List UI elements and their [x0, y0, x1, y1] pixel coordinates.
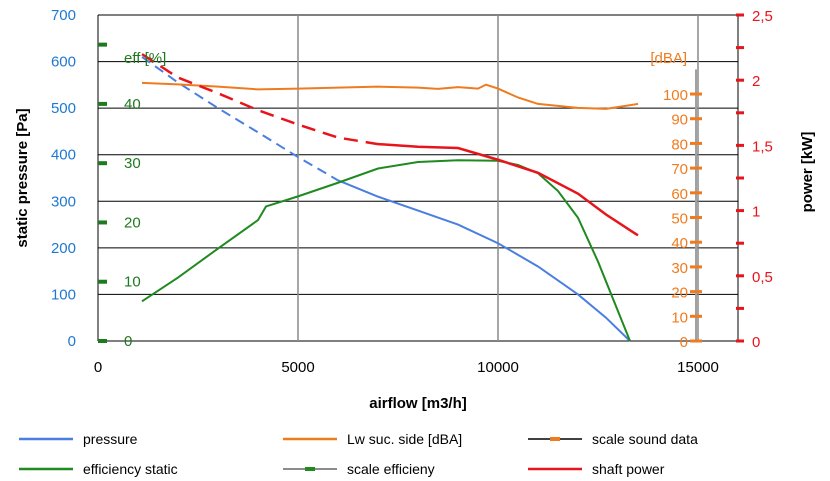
series-line-efficiency-static: [141, 159, 631, 342]
efficiency-tick-label: 0: [124, 333, 132, 350]
legend-label: pressure: [83, 431, 138, 447]
sound-tick-label: 80: [671, 136, 688, 153]
pressure-tick-label: 500: [51, 100, 76, 117]
pressure-tick-label: 600: [51, 54, 76, 71]
sound-scale-marker: [690, 191, 702, 195]
sound-tick-label: 10: [671, 309, 688, 326]
pressure-tick-label: 100: [51, 286, 76, 303]
power-tick-label: 2,5: [752, 8, 773, 25]
power-scale-marker: [736, 111, 744, 115]
series-line-pressure: [337, 179, 631, 342]
efficiency-tick-label: 40: [124, 96, 141, 113]
power-scale-marker: [736, 339, 744, 343]
power-scale-marker: [736, 274, 744, 278]
sound-axis-title: [dBA]: [650, 50, 687, 67]
series-line-shaft-power: [377, 142, 639, 237]
sound-tick-label: 100: [663, 87, 688, 104]
power-scale-marker: [736, 306, 744, 310]
pressure-tick-label: 700: [51, 7, 76, 24]
sound-tick-label: 70: [671, 161, 688, 178]
plot-series: [141, 53, 639, 342]
sound-tick-label: 60: [671, 186, 688, 203]
efficiency-scale-marker: [98, 42, 107, 47]
sound-scale-marker: [690, 166, 702, 170]
efficiency-scale-marker: [98, 220, 107, 225]
sound-scale-marker: [690, 314, 702, 318]
power-tick-label: 1: [752, 204, 760, 221]
power-tick-label: 2: [752, 73, 760, 90]
legend-label: Lw suc. side [dBA]: [347, 431, 462, 447]
power-scale-marker: [736, 209, 744, 213]
efficiency-tick-label: 20: [124, 214, 141, 231]
pressure-tick-label: 200: [51, 240, 76, 257]
efficiency-scale-marker: [98, 101, 107, 106]
right-axis-title: power [kW]: [799, 132, 816, 213]
sound-scale-marker: [690, 290, 702, 294]
sound-tick-label: 20: [671, 285, 688, 302]
x-axis-title: airflow [m3/h]: [369, 395, 467, 412]
power-tick-label: 0,5: [752, 269, 773, 286]
legend-label: efficiency static: [83, 461, 178, 477]
sound-tick-label: 50: [671, 211, 688, 228]
power-scale-marker: [736, 143, 744, 147]
x-tick-label: 5000: [281, 359, 314, 376]
sound-scale-marker: [690, 265, 702, 269]
x-tick-label: 10000: [477, 359, 519, 376]
series-line-shaft-power-dashed: [141, 53, 379, 146]
efficiency-scale-marker: [98, 339, 107, 343]
sound-tick-label: 30: [671, 260, 688, 277]
efficiency-scale-marker: [98, 161, 107, 166]
power-scale-marker: [736, 241, 744, 245]
pressure-tick-label: 300: [51, 193, 76, 210]
efficiency-tick-label: 30: [124, 155, 141, 172]
efficiency-tick-label: 10: [124, 274, 141, 291]
legend-marker: [550, 437, 560, 441]
power-scale-marker: [736, 78, 744, 82]
efficiency-axis-title: eff [%]: [124, 50, 166, 67]
sound-tick-label: 0: [680, 334, 688, 351]
sound-tick-label: 90: [671, 112, 688, 129]
series-line-pressure-dashed: [141, 56, 339, 182]
sound-scale-marker: [690, 216, 702, 220]
sound-tick-label: 40: [671, 235, 688, 252]
legend-label: scale sound data: [592, 431, 698, 447]
legend-marker: [305, 467, 315, 471]
power-scale-marker: [736, 13, 744, 17]
power-scale-marker: [736, 176, 744, 180]
sound-scale-marker: [690, 141, 702, 145]
x-tick-label: 15000: [677, 359, 719, 376]
pressure-tick-label: 400: [51, 147, 76, 164]
pressure-tick-label: 0: [68, 333, 76, 350]
power-tick-label: 0: [752, 334, 760, 351]
sound-scale-marker: [690, 117, 702, 121]
sound-scale-marker: [690, 339, 702, 343]
x-tick-label: 0: [94, 359, 102, 376]
efficiency-scale-marker: [98, 279, 107, 284]
sound-scale-marker: [690, 240, 702, 244]
series-line-lw-suc-side-dba: [141, 81, 639, 110]
legend: pressure Lw suc. side [dBA] scale sound da…: [19, 431, 698, 477]
power-scale-marker: [736, 46, 744, 50]
sound-scale-marker: [690, 92, 702, 96]
grid-lines: [97, 14, 739, 342]
left-axis-title: static pressure [Pa]: [14, 108, 31, 247]
legend-label: shaft power: [592, 461, 665, 477]
power-tick-label: 1,5: [752, 138, 773, 155]
legend-label: scale efficieny: [347, 461, 435, 477]
